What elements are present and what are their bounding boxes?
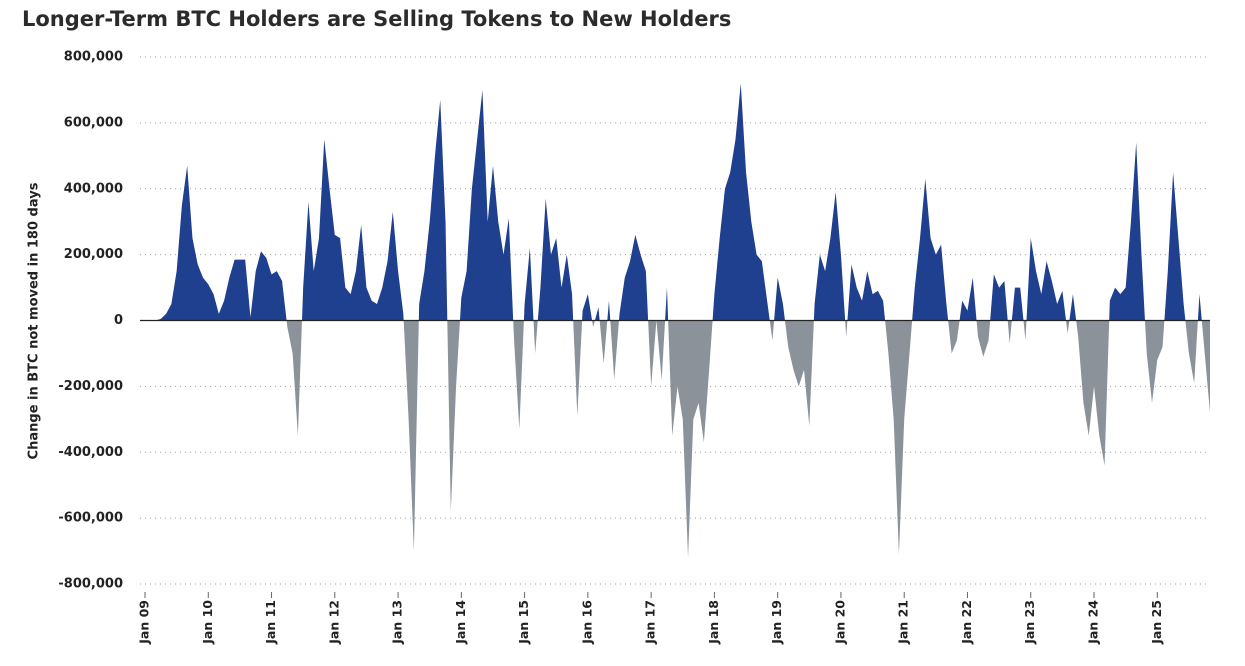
x-tick-label: Jan 19 [769, 600, 784, 645]
x-tick-label: Jan 14 [453, 600, 468, 645]
y-tick-label: -200,000 [58, 379, 123, 394]
x-tick-label: Jan 24 [1086, 600, 1101, 645]
y-tick-label: 600,000 [64, 115, 123, 130]
x-tick-label: Jan 21 [896, 600, 911, 645]
x-tick-label: Jan 17 [643, 600, 658, 645]
y-tick-label: 400,000 [64, 181, 123, 196]
x-tick-label: Jan 10 [200, 600, 215, 645]
x-tick-label: Jan 20 [832, 600, 847, 645]
y-tick-label: 0 [114, 313, 123, 328]
y-axis-label: Change in BTC not moved in 180 days [27, 182, 42, 459]
x-tick-label: Jan 12 [326, 600, 341, 645]
y-tick-label: -400,000 [58, 445, 123, 460]
x-tick-label: Jan 11 [263, 600, 278, 645]
y-tick-label: 800,000 [64, 50, 123, 65]
x-tick-label: Jan 23 [1022, 600, 1037, 645]
x-tick-label: Jan 25 [1149, 600, 1164, 645]
x-tick-label: Jan 22 [959, 600, 974, 645]
x-tick-label: Jan 16 [579, 600, 594, 645]
y-tick-label: -800,000 [58, 577, 123, 592]
x-tick-label: Jan 09 [137, 600, 152, 645]
x-tick-label: Jan 13 [390, 600, 405, 645]
x-tick-label: Jan 15 [516, 600, 531, 645]
x-tick-label: Jan 18 [706, 600, 721, 645]
area-negative [145, 320, 1210, 558]
chart-title: Longer-Term BTC Holders are Selling Toke… [22, 7, 731, 31]
y-tick-label: 200,000 [64, 247, 123, 262]
y-tick-label: -600,000 [58, 511, 123, 526]
